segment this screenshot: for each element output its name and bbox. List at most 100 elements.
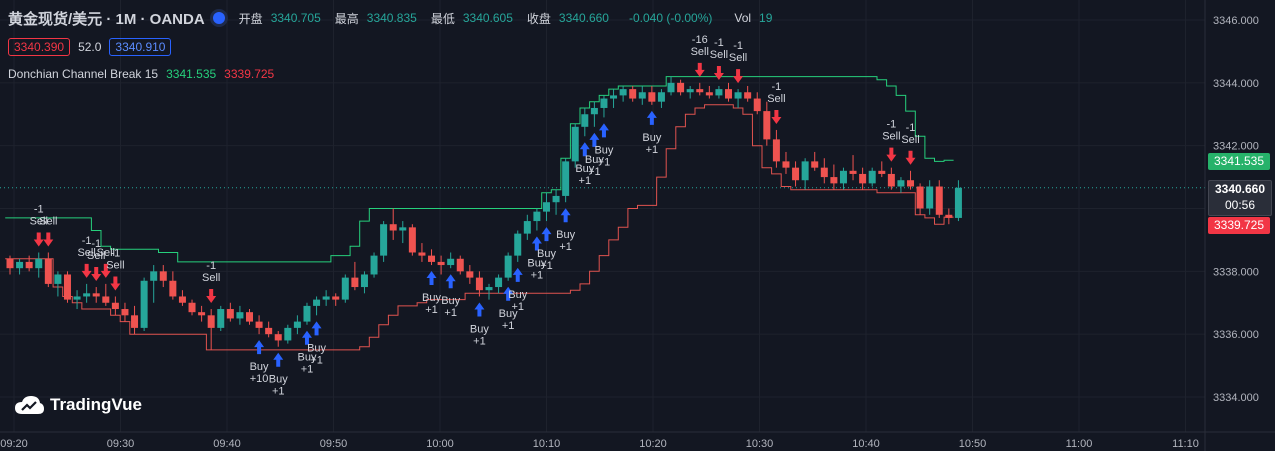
indicator-name[interactable]: Donchian Channel Break 15 <box>8 67 159 81</box>
candle[interactable] <box>638 85 646 105</box>
candle[interactable] <box>897 177 905 193</box>
candle[interactable] <box>792 161 800 187</box>
candle[interactable] <box>399 221 407 244</box>
candle[interactable] <box>437 255 445 275</box>
candle[interactable] <box>131 305 139 335</box>
candle[interactable] <box>715 85 723 99</box>
buy-signal[interactable]: Buy+1 <box>556 208 576 253</box>
candle[interactable] <box>360 271 368 294</box>
candle[interactable] <box>428 249 436 266</box>
candle[interactable] <box>246 309 253 325</box>
candle[interactable] <box>696 82 704 96</box>
buy-signal[interactable]: Buy+1 <box>508 267 528 313</box>
candle[interactable] <box>73 290 81 310</box>
sell-signal[interactable]: Sell-1 <box>767 81 786 124</box>
indicator-row[interactable]: Donchian Channel Break 15 3341.535 3339.… <box>8 64 772 84</box>
candle[interactable] <box>887 167 895 190</box>
buy-signal[interactable]: Buy+1 <box>594 123 614 168</box>
candle[interactable] <box>523 214 531 240</box>
candle[interactable] <box>255 315 263 335</box>
buy-signal[interactable]: Buy+1 <box>642 110 662 156</box>
candle[interactable] <box>830 164 838 190</box>
buy-signal[interactable]: Buy+1 <box>470 302 489 347</box>
candle[interactable] <box>734 89 742 108</box>
candle[interactable] <box>504 252 512 281</box>
candle[interactable] <box>169 271 177 300</box>
candle[interactable] <box>907 170 915 190</box>
candle[interactable] <box>475 271 483 297</box>
candle[interactable] <box>916 183 924 215</box>
candle[interactable] <box>629 85 637 102</box>
candle[interactable] <box>35 252 43 278</box>
candle[interactable] <box>25 255 33 272</box>
candle[interactable] <box>514 230 522 262</box>
candle[interactable] <box>121 302 129 322</box>
candle[interactable] <box>849 155 857 181</box>
sell-signal[interactable]: Sell-1 <box>202 260 220 304</box>
candle[interactable] <box>389 208 397 240</box>
candle[interactable] <box>111 296 119 316</box>
sell-signal[interactable]: Sell-1 <box>901 122 920 165</box>
candle[interactable] <box>188 299 196 316</box>
candle[interactable] <box>686 85 694 99</box>
candle[interactable] <box>6 255 14 275</box>
candle[interactable] <box>590 101 598 127</box>
candle[interactable] <box>667 76 675 96</box>
candle[interactable] <box>284 324 292 344</box>
candle[interactable] <box>418 243 426 262</box>
candle[interactable] <box>159 265 167 288</box>
candle[interactable] <box>725 82 732 102</box>
candle[interactable] <box>562 158 570 203</box>
candle[interactable] <box>600 95 608 118</box>
candle[interactable] <box>619 85 627 102</box>
candle[interactable] <box>140 277 148 332</box>
candle[interactable] <box>207 309 215 350</box>
candle[interactable] <box>571 123 579 168</box>
candle[interactable] <box>820 158 828 184</box>
candle[interactable] <box>178 290 186 306</box>
candle[interactable] <box>456 255 464 275</box>
candle[interactable] <box>63 271 71 303</box>
candle[interactable] <box>92 287 100 303</box>
candle[interactable] <box>878 161 886 178</box>
sell-signal[interactable]: Sell-1 <box>77 235 96 278</box>
sell-signal[interactable]: Sell <box>39 215 57 247</box>
candle[interactable] <box>332 293 340 306</box>
candle[interactable] <box>380 221 388 262</box>
buy-signal[interactable]: Buy+1 <box>575 142 595 187</box>
sell-signal[interactable]: Sell-1 <box>882 119 901 162</box>
candle[interactable] <box>495 274 503 294</box>
buy-signal[interactable]: Buy+1 <box>297 330 317 376</box>
buy-signal[interactable]: Buy+1 <box>269 352 288 398</box>
candle[interactable] <box>370 252 378 278</box>
sell-signal[interactable]: Sell-1 <box>710 37 728 80</box>
sell-price-button[interactable]: 3340.390 <box>8 38 71 56</box>
candle[interactable] <box>341 274 349 303</box>
candle[interactable] <box>811 151 819 171</box>
buy-signal[interactable]: Buy+1 <box>441 274 461 319</box>
candle[interactable] <box>226 302 234 322</box>
sell-signal[interactable]: Sell <box>97 247 115 278</box>
sell-signal[interactable]: Sell-1 <box>729 40 747 84</box>
candle[interactable] <box>648 85 656 105</box>
candle[interactable] <box>772 129 780 168</box>
candle[interactable] <box>945 208 953 225</box>
candle[interactable] <box>447 252 455 269</box>
candle[interactable] <box>542 192 550 222</box>
candle[interactable] <box>954 180 962 222</box>
candle[interactable] <box>552 189 560 215</box>
candle[interactable] <box>657 89 665 108</box>
candle[interactable] <box>102 283 110 306</box>
candle[interactable] <box>44 252 52 288</box>
buy-signal[interactable]: Buy+1 <box>422 271 441 316</box>
candle[interactable] <box>610 89 618 108</box>
candle[interactable] <box>782 151 790 174</box>
candle[interactable] <box>198 305 206 322</box>
candle[interactable] <box>801 158 809 190</box>
candle[interactable] <box>236 305 244 325</box>
candle[interactable] <box>859 167 867 190</box>
candle[interactable] <box>313 296 321 316</box>
sell-signal[interactable]: Sell-16 <box>691 34 709 77</box>
candle[interactable] <box>293 315 301 335</box>
buy-signal[interactable]: Buy+1 <box>527 236 547 281</box>
